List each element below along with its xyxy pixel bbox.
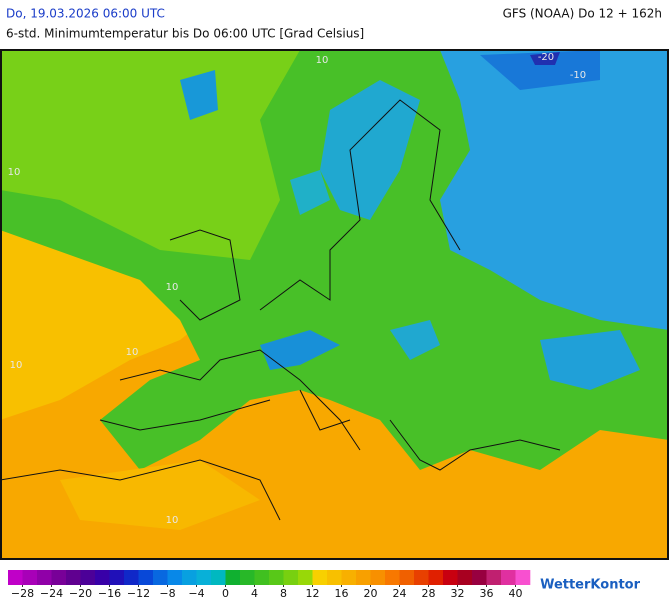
colorbar-tick-label: 4 <box>251 587 258 600</box>
contour-label: -20 <box>538 52 554 63</box>
colorbar-cell <box>312 570 328 585</box>
colorbar-cell <box>515 570 531 585</box>
colorbar-cell <box>399 570 415 585</box>
contour-label: 10 <box>166 282 179 293</box>
colorbar-tick-label: 40 <box>509 587 523 600</box>
colorbar-cell <box>167 570 183 585</box>
date: Do, 19.03.2026 06:00 UTC <box>6 7 165 21</box>
colorbar-tick-label: 0 <box>222 587 229 600</box>
colorbar-tick-label: −12 <box>127 587 150 600</box>
colorbar-cell <box>196 570 212 585</box>
colorbar-cell <box>124 570 139 585</box>
colorbar-tick-label: −28 <box>11 587 34 600</box>
colorbar-cell <box>138 570 154 585</box>
colorbar-tick-label: 28 <box>422 587 436 600</box>
colorbar-cell <box>95 570 110 585</box>
colorbar-cell <box>298 570 313 585</box>
contour-label: 10 <box>8 167 21 178</box>
colorbar-tick-label: −8 <box>159 587 175 600</box>
colorbar-cell <box>327 570 342 585</box>
colorbar-cell <box>486 570 502 585</box>
colorbar-cell <box>37 570 52 585</box>
colorbar-cell <box>370 570 386 585</box>
colorbar-cell <box>269 570 284 585</box>
colorbar-cell <box>211 570 226 585</box>
colorbar-cell <box>80 570 96 585</box>
colorbar-cell <box>283 570 299 585</box>
colorbar-cell <box>501 570 516 585</box>
colorbar-cell <box>341 570 357 585</box>
colorbar-tick-label: 20 <box>364 587 378 600</box>
model: GFS (NOAA) Do 12 + 162h <box>503 7 662 21</box>
colorbar-tick-label: 16 <box>335 587 349 600</box>
colorbar-cell <box>51 570 67 585</box>
colorbar-cell <box>182 570 197 585</box>
colorbar-cell <box>22 570 38 585</box>
colorbar-tick-label: 36 <box>480 587 494 600</box>
subtitle: 6-std. Minimumtemperatur bis Do 06:00 UT… <box>6 27 364 41</box>
contour-label: 10 <box>126 347 139 358</box>
colorbar-cell <box>66 570 81 585</box>
map <box>0 49 669 560</box>
colorbar-tick-label: −20 <box>69 587 92 600</box>
contour-label: 10 <box>316 55 329 66</box>
colorbar-cell <box>225 570 241 585</box>
colorbar-tick-label: 12 <box>306 587 320 600</box>
colorbar-tick-label: 24 <box>393 587 407 600</box>
colorbar-tick-label: 8 <box>280 587 287 600</box>
colorbar-cell <box>240 570 255 585</box>
contour-label: -10 <box>570 70 586 81</box>
colorbar-tick-label: −16 <box>98 587 121 600</box>
colorbar-tick-label: −4 <box>188 587 204 600</box>
brand: WetterKontor <box>540 578 641 593</box>
contour-label: 10 <box>166 515 179 526</box>
colorbar-cell <box>443 570 458 585</box>
colorbar-cell <box>385 570 400 585</box>
colorbar-cell <box>472 570 487 585</box>
colorbar-cell <box>356 570 371 585</box>
colorbar-cell <box>414 570 429 585</box>
colorbar-cell <box>457 570 473 585</box>
colorbar-tick-label: 32 <box>451 587 465 600</box>
colorbar-tick-label: −24 <box>40 587 63 600</box>
colorbar-cell <box>153 570 168 585</box>
colorbar-cell <box>254 570 270 585</box>
contour-label: 10 <box>10 360 23 371</box>
colorbar-cell <box>8 570 23 585</box>
colorbar-cell <box>428 570 444 585</box>
colorbar-cell <box>109 570 125 585</box>
